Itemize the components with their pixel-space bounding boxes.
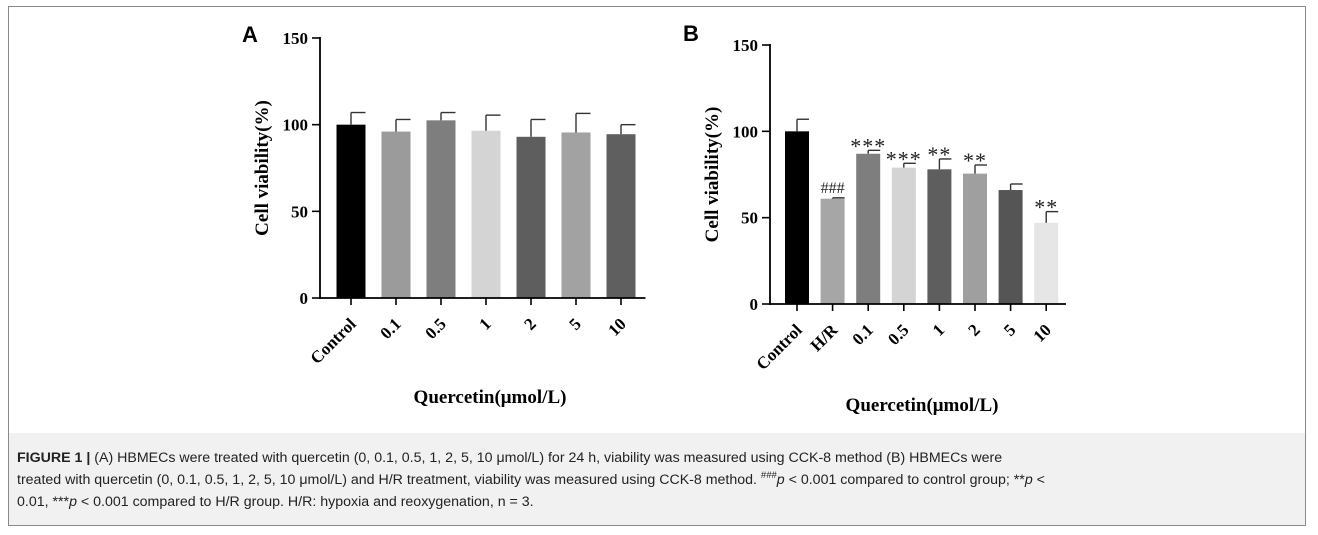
panel-b-x-tick-label: H/R — [807, 320, 842, 355]
panel-a-x-tick-label: 2 — [520, 314, 539, 333]
panel-b-bar — [820, 198, 845, 304]
panel-b-x-axis-title: Quercetin(μmol/L) — [846, 395, 999, 416]
panel-a-x-tick-label: Control — [307, 314, 360, 367]
panel-b-bar — [1034, 222, 1059, 304]
caption-line2b: < 0.001 compared to control group; ** — [784, 472, 1025, 488]
panel-a-x-axis-title: Quercetin(μmol/L) — [414, 387, 567, 408]
caption-line2c: < — [1032, 472, 1045, 488]
figure-caption: FIGURE 1 | (A) HBMECs were treated with … — [17, 447, 1287, 513]
panel-b-bar — [963, 173, 987, 304]
panel-b-bar — [785, 131, 809, 304]
panel-a-y-tick-label: 150 — [283, 29, 309, 48]
panel-b-significance-label: ### — [821, 180, 845, 197]
panel-b-y-tick-label: 0 — [750, 295, 759, 314]
panel-a-x-tick-label: 10 — [604, 314, 629, 339]
panel-b-significance-label: ** — [927, 142, 951, 167]
panel-b-x-tick-label: 5 — [1000, 320, 1019, 339]
caption-background — [9, 433, 1305, 525]
panel-a-bar — [606, 134, 636, 298]
panel-b-x-tick-label: 10 — [1030, 320, 1055, 345]
caption-p3: p — [69, 494, 77, 510]
panel-a-y-tick-label: 100 — [283, 116, 309, 135]
panel-b-y-tick-label: 150 — [733, 36, 759, 55]
panel-a-bar — [336, 124, 366, 299]
caption-sup-hash: ### — [760, 470, 777, 481]
panel-a-x-tick-label: 1 — [475, 314, 494, 333]
caption-line3b: < 0.001 compared to H/R group. H/R: hypo… — [76, 494, 534, 510]
panel-b-x-tick-label: 1 — [929, 320, 948, 339]
panel-b-significance-label: ** — [963, 148, 987, 173]
panel-b-y-tick-label: 100 — [733, 122, 759, 141]
panel-b-bar — [856, 153, 881, 304]
panel-a-x-tick-label: 0.5 — [421, 314, 449, 342]
panel-a-bar — [426, 120, 456, 298]
caption-line1: (A) HBMECs were treated with quercetin (… — [90, 450, 1003, 466]
panel-b-significance-label: ** — [1034, 195, 1058, 220]
panel-b-x-tick-label: 2 — [964, 320, 983, 339]
panel-a-bar — [516, 136, 546, 298]
panel-b-y-axis-title: Cell viability(%) — [702, 107, 723, 243]
panel-b-significance-label: *** — [850, 133, 886, 158]
caption-line3a: 0.01, *** — [17, 494, 70, 510]
caption-p1: p — [776, 472, 785, 488]
panel-a-x-tick-label: 5 — [565, 314, 584, 333]
panel-b-bar — [891, 167, 916, 304]
panel-b-bar — [927, 169, 952, 304]
panel-a-bar — [471, 130, 501, 298]
panel-b-x-tick-label: 0.1 — [849, 320, 877, 348]
panel-a-y-tick-label: 0 — [300, 289, 309, 308]
caption-p2: p — [1024, 472, 1033, 488]
panel-a-bar — [561, 132, 591, 298]
panel-b-significance-label: *** — [886, 146, 922, 171]
panel-b-y-tick-label: 50 — [741, 209, 758, 228]
panel-b-bar — [998, 190, 1023, 304]
panel-b-x-tick-label: Control — [753, 320, 806, 373]
panel-a-y-tick-label: 50 — [291, 202, 308, 221]
panel-b-label: B — [683, 21, 699, 46]
caption-line2a: treated with quercetin (0, 0.1, 0.5, 1, … — [17, 472, 761, 488]
panel-a-bar — [381, 131, 411, 298]
panel-b-x-tick-label: 0.5 — [884, 320, 912, 348]
panel-a-x-tick-label: 0.1 — [376, 314, 404, 342]
panel-a-label: A — [242, 22, 258, 47]
panel-a-y-axis-title: Cell viability(%) — [252, 100, 273, 236]
caption-lead: FIGURE 1 | — [17, 450, 91, 466]
